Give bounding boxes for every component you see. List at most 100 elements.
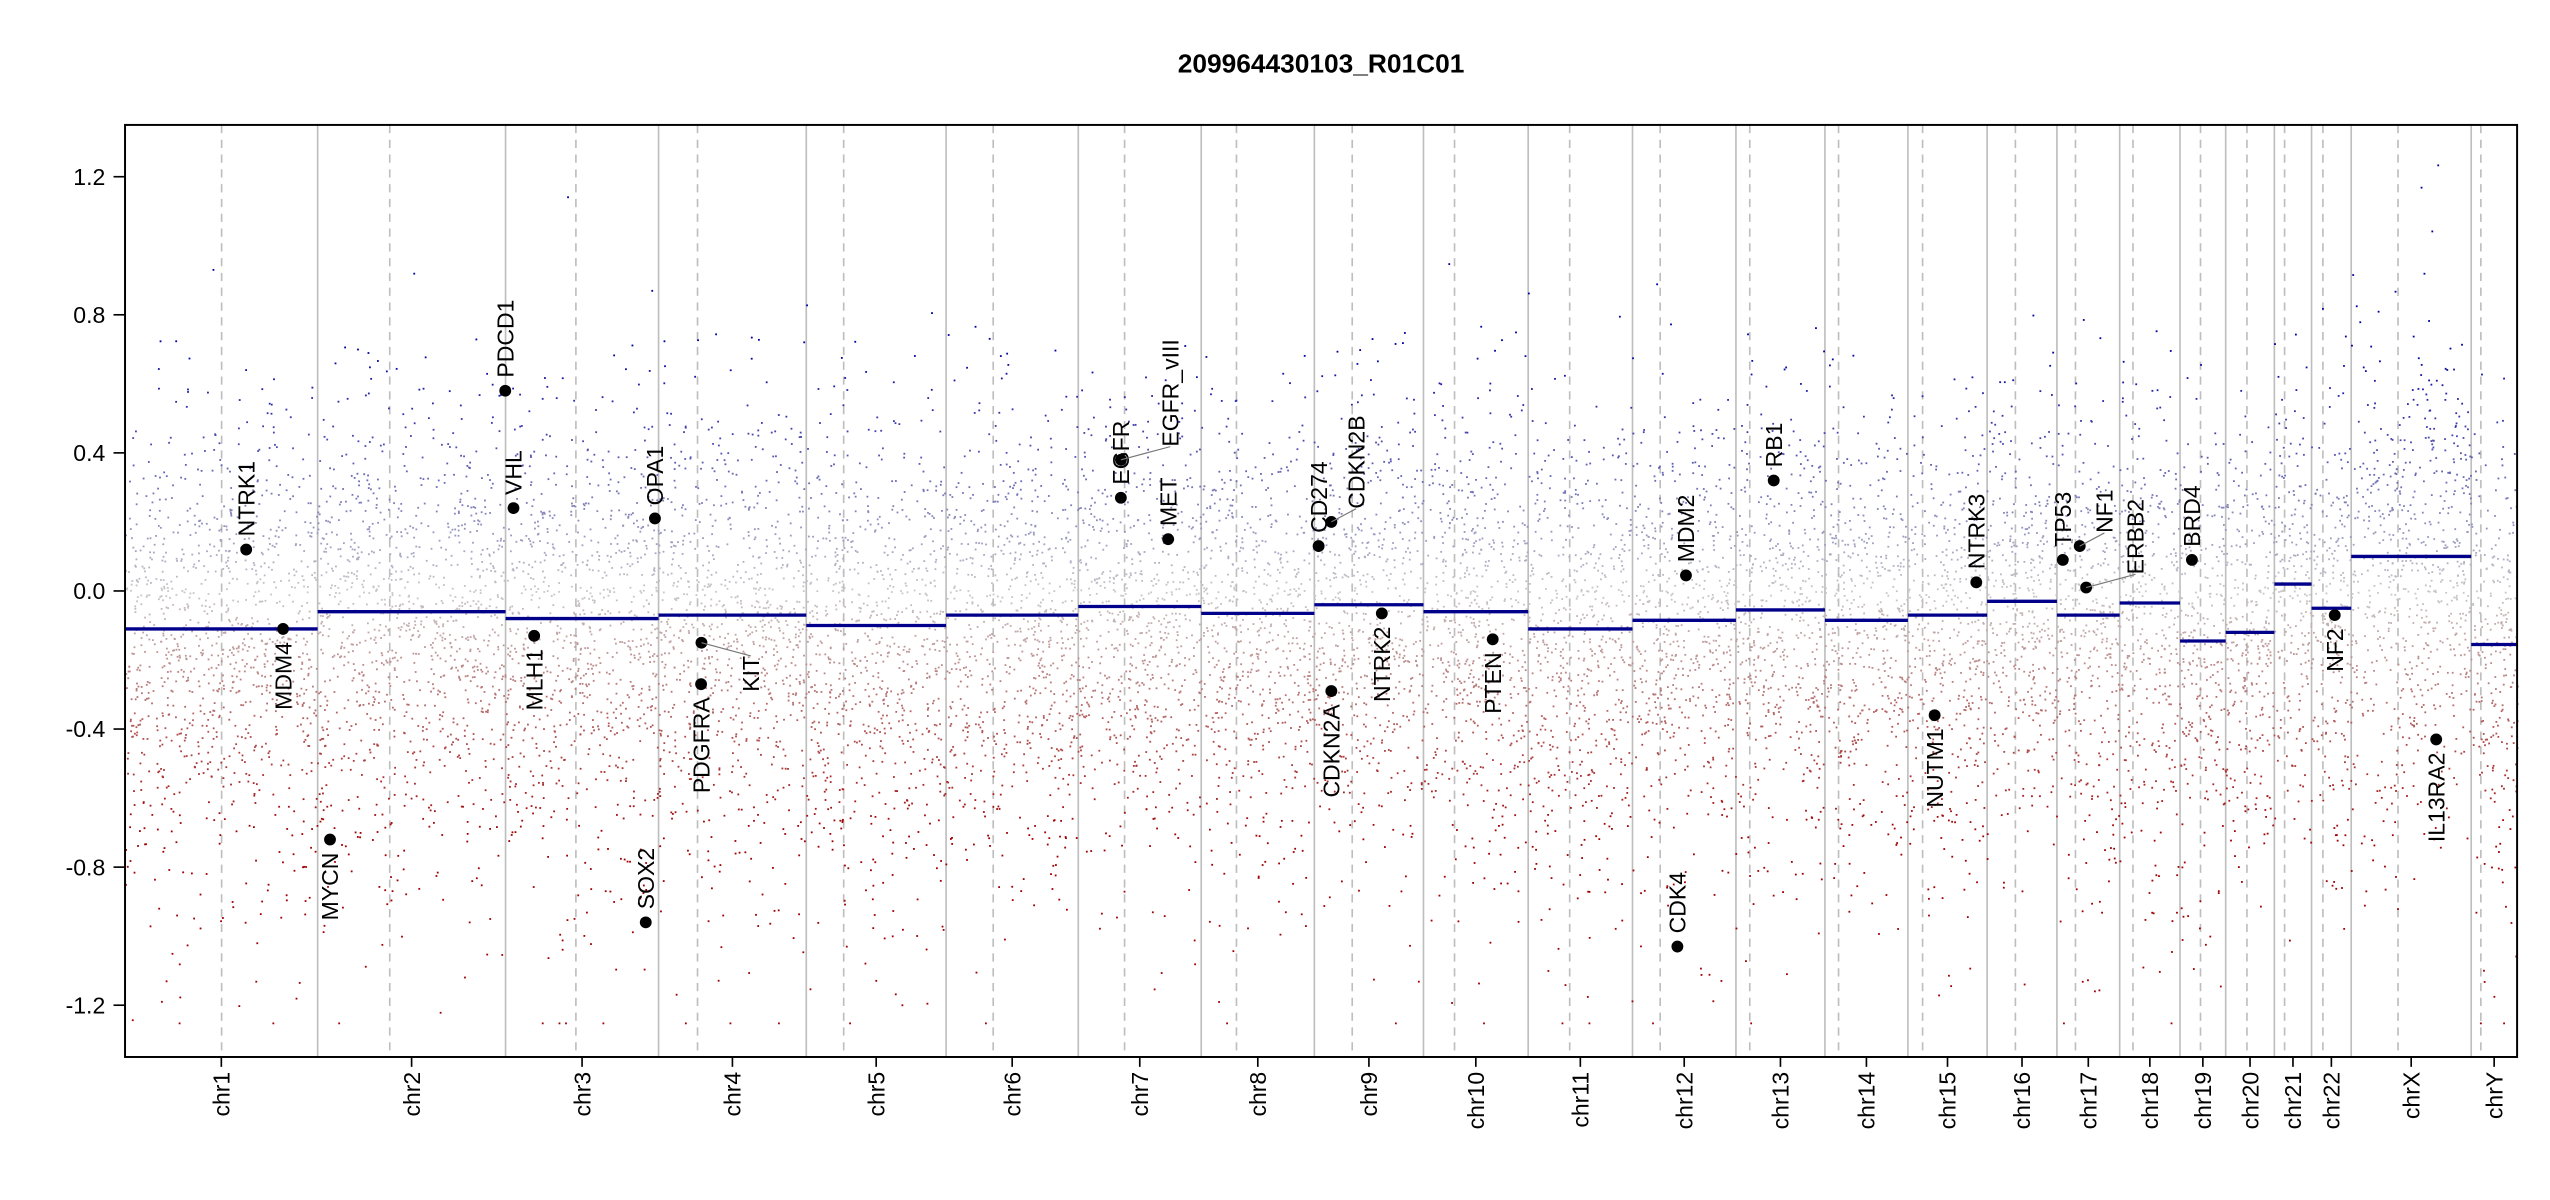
data-point — [198, 525, 201, 528]
data-point — [471, 666, 474, 669]
data-point — [1026, 637, 1028, 640]
data-point — [695, 567, 698, 570]
data-point — [238, 399, 241, 401]
data-point — [320, 738, 323, 740]
data-point — [980, 564, 983, 567]
data-point — [680, 651, 683, 654]
data-point — [311, 632, 313, 635]
data-point — [649, 661, 652, 664]
data-point — [847, 539, 849, 541]
data-point — [1069, 714, 1072, 717]
data-point — [868, 639, 871, 642]
data-point — [608, 490, 611, 492]
data-point — [228, 620, 231, 623]
data-point — [799, 821, 802, 824]
data-point — [689, 601, 692, 604]
data-point — [967, 573, 970, 576]
data-point — [439, 634, 442, 637]
data-point — [379, 716, 382, 719]
data-point — [368, 528, 370, 530]
data-point — [890, 690, 893, 693]
data-point — [741, 612, 744, 614]
data-point — [781, 767, 784, 770]
data-point — [342, 616, 344, 619]
data-point — [466, 465, 469, 467]
data-point — [143, 567, 146, 570]
data-point — [511, 658, 514, 660]
data-point — [725, 681, 728, 684]
data-point — [871, 652, 874, 655]
data-point — [859, 525, 862, 528]
data-point — [794, 694, 797, 696]
data-point — [851, 588, 854, 591]
data-point — [673, 666, 676, 669]
data-point — [328, 614, 331, 617]
data-point — [157, 771, 160, 774]
data-point — [823, 505, 826, 508]
data-point — [442, 711, 445, 714]
data-point — [854, 340, 857, 343]
data-point — [581, 561, 584, 564]
data-point — [751, 631, 754, 634]
data-point — [516, 453, 519, 456]
data-point — [513, 576, 516, 579]
data-point — [817, 845, 820, 848]
data-point — [671, 817, 673, 820]
data-point — [779, 629, 781, 632]
data-point — [931, 515, 934, 518]
data-point — [1026, 739, 1029, 742]
data-point — [766, 672, 768, 675]
data-point — [891, 874, 894, 876]
data-point — [351, 434, 354, 437]
data-point — [892, 585, 895, 588]
data-point — [749, 712, 752, 715]
data-point — [910, 692, 913, 694]
data-point — [1031, 627, 1033, 630]
data-point — [447, 522, 449, 525]
data-point — [480, 710, 483, 713]
data-point — [719, 796, 722, 799]
data-point — [856, 551, 859, 553]
data-point — [1024, 640, 1027, 643]
data-point — [881, 760, 884, 763]
data-point — [512, 569, 515, 572]
data-point — [225, 525, 228, 528]
data-point — [535, 591, 538, 593]
data-point — [788, 784, 791, 786]
data-point — [514, 487, 517, 490]
data-point — [887, 567, 890, 570]
data-point — [754, 675, 757, 677]
data-point — [129, 480, 131, 483]
data-point — [719, 437, 722, 440]
data-point — [481, 670, 484, 673]
data-point — [507, 776, 510, 779]
data-point — [310, 846, 312, 849]
data-point — [905, 607, 908, 610]
data-point — [639, 590, 642, 592]
data-point — [751, 433, 754, 436]
data-point — [1069, 538, 1072, 541]
data-point — [748, 507, 750, 510]
data-point — [1016, 535, 1019, 538]
data-point — [761, 893, 764, 896]
data-point — [1042, 598, 1045, 601]
data-point — [235, 647, 238, 650]
data-point — [723, 814, 726, 817]
data-point — [183, 566, 185, 569]
data-point — [549, 671, 552, 674]
data-point — [959, 516, 962, 518]
data-point — [1046, 719, 1048, 721]
data-point — [1041, 724, 1043, 727]
data-point — [1054, 755, 1056, 758]
data-point — [573, 634, 576, 637]
data-point — [381, 654, 384, 657]
data-point — [964, 739, 967, 742]
data-point — [170, 653, 173, 656]
data-point — [866, 659, 869, 662]
data-point — [390, 876, 392, 879]
data-point — [341, 631, 344, 634]
data-point — [690, 758, 693, 760]
data-point — [744, 851, 747, 854]
data-point — [543, 559, 546, 562]
data-point — [851, 618, 853, 621]
